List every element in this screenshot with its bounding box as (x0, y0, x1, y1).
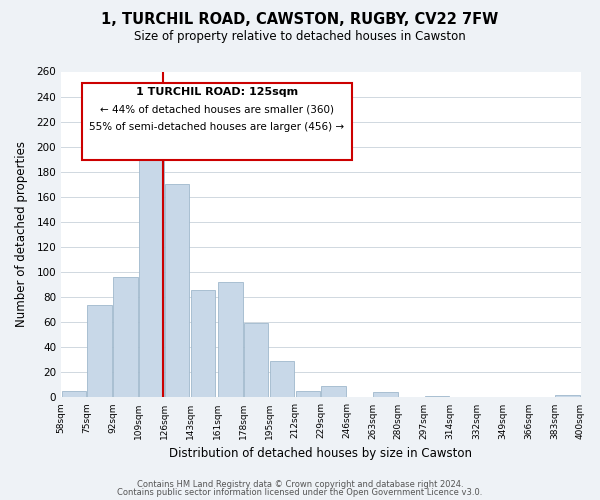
Bar (269, 361, 294, 398)
Bar (191, 290, 215, 398)
FancyBboxPatch shape (82, 83, 352, 160)
Y-axis label: Number of detached properties: Number of detached properties (15, 142, 28, 328)
Bar (555, 395, 580, 398)
Bar (244, 324, 268, 398)
Text: Size of property relative to detached houses in Cawston: Size of property relative to detached ho… (134, 30, 466, 43)
Bar (425, 396, 449, 398)
Text: 1, TURCHIL ROAD, CAWSTON, RUGBY, CV22 7FW: 1, TURCHIL ROAD, CAWSTON, RUGBY, CV22 7F… (101, 12, 499, 28)
Bar (296, 391, 320, 398)
Bar (113, 277, 138, 398)
Bar (373, 392, 398, 398)
Text: 55% of semi-detached houses are larger (456) →: 55% of semi-detached houses are larger (… (89, 122, 344, 132)
Text: ← 44% of detached houses are smaller (360): ← 44% of detached houses are smaller (36… (100, 104, 334, 114)
Bar (165, 184, 190, 398)
Bar (62, 391, 86, 398)
Bar (322, 386, 346, 398)
Text: 1 TURCHIL ROAD: 125sqm: 1 TURCHIL ROAD: 125sqm (136, 87, 298, 97)
Text: Contains HM Land Registry data © Crown copyright and database right 2024.: Contains HM Land Registry data © Crown c… (137, 480, 463, 489)
Bar (88, 304, 112, 398)
X-axis label: Distribution of detached houses by size in Cawston: Distribution of detached houses by size … (169, 447, 472, 460)
Bar (139, 142, 164, 398)
Text: Contains public sector information licensed under the Open Government Licence v3: Contains public sector information licen… (118, 488, 482, 497)
Bar (218, 282, 242, 398)
